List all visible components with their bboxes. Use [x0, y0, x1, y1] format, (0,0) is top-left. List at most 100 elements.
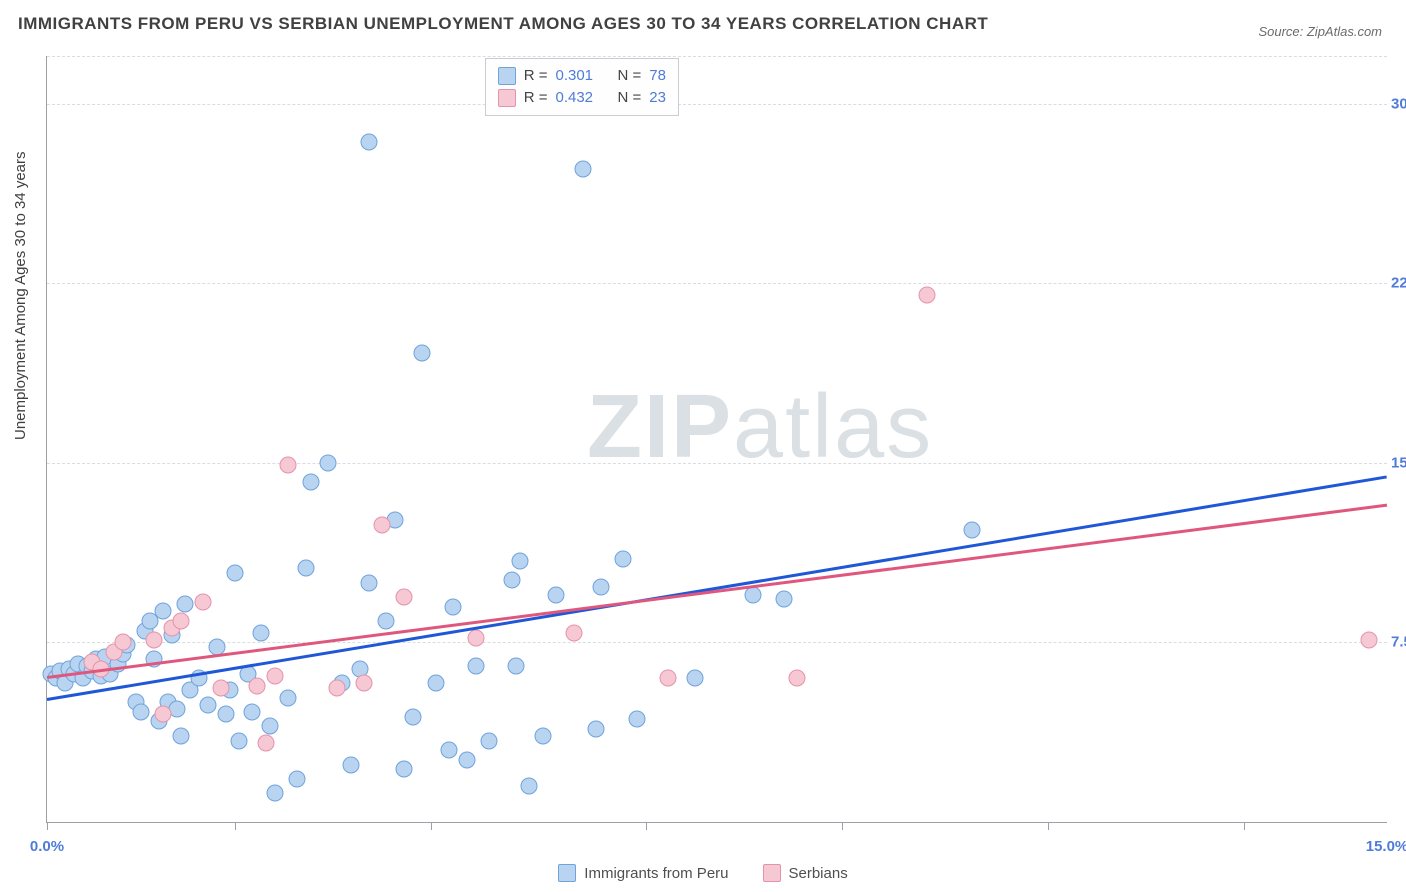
x-tick [47, 822, 48, 830]
data-point [132, 703, 149, 720]
legend-correlation: R = 0.301 N = 78R = 0.432 N = 23 [485, 58, 679, 116]
data-point [467, 658, 484, 675]
y-axis-label: Unemployment Among Ages 30 to 34 years [12, 151, 29, 440]
trend-line [47, 504, 1387, 679]
x-tick [235, 822, 236, 830]
data-point [155, 706, 172, 723]
legend-item-peru: Immigrants from Peru [558, 864, 728, 882]
data-point [566, 624, 583, 641]
data-point [173, 612, 190, 629]
y-tick-label: 30.0% [1391, 95, 1406, 112]
data-point [342, 756, 359, 773]
data-point [378, 612, 395, 629]
data-point [262, 718, 279, 735]
y-tick-label: 22.5% [1391, 275, 1406, 292]
legend-n-label: N = [617, 65, 641, 87]
x-tick [842, 822, 843, 830]
data-point [266, 667, 283, 684]
data-point [280, 689, 297, 706]
data-point [360, 134, 377, 151]
y-tick-label: 7.5% [1391, 634, 1406, 651]
data-point [548, 586, 565, 603]
data-point [173, 727, 190, 744]
data-point [199, 696, 216, 713]
data-point [686, 670, 703, 687]
data-point [114, 634, 131, 651]
data-point [503, 572, 520, 589]
legend-n-value: 23 [649, 87, 666, 109]
chart-title: IMMIGRANTS FROM PERU VS SERBIAN UNEMPLOY… [18, 14, 988, 34]
legend-swatch [498, 67, 516, 85]
legend-swatch [498, 89, 516, 107]
data-point [217, 706, 234, 723]
data-point [231, 732, 248, 749]
data-point [253, 624, 270, 641]
x-tick-label: 15.0% [1366, 838, 1406, 855]
legend-r-label: R = [524, 65, 548, 87]
data-point [266, 785, 283, 802]
legend-bottom: Immigrants from Peru Serbians [0, 864, 1406, 882]
data-point [329, 679, 346, 696]
data-point [441, 742, 458, 759]
legend-item-serbians: Serbians [763, 864, 848, 882]
legend-label-peru: Immigrants from Peru [584, 865, 728, 882]
data-point [257, 735, 274, 752]
data-point [776, 591, 793, 608]
data-point [320, 454, 337, 471]
data-point [918, 287, 935, 304]
x-tick-label: 0.0% [30, 838, 64, 855]
data-point [521, 778, 538, 795]
gridline [47, 283, 1387, 284]
gridline [47, 104, 1387, 105]
data-point [213, 679, 230, 696]
data-point [508, 658, 525, 675]
data-point [195, 593, 212, 610]
data-point [302, 474, 319, 491]
data-point [298, 560, 315, 577]
data-point [289, 770, 306, 787]
data-point [628, 711, 645, 728]
data-point [789, 670, 806, 687]
gridline [47, 463, 1387, 464]
data-point [458, 751, 475, 768]
legend-r-value: 0.432 [555, 87, 609, 109]
legend-r-value: 0.301 [555, 65, 609, 87]
legend-swatch-peru [558, 864, 576, 882]
x-tick [1048, 822, 1049, 830]
gridline [47, 642, 1387, 643]
x-tick [646, 822, 647, 830]
y-tick-label: 15.0% [1391, 454, 1406, 471]
legend-row: R =0.432N =23 [498, 87, 666, 109]
data-point [248, 677, 265, 694]
data-point [445, 598, 462, 615]
legend-n-label: N = [617, 87, 641, 109]
gridline [47, 56, 1387, 57]
legend-row: R = 0.301 N = 78 [498, 65, 666, 87]
x-tick [1244, 822, 1245, 830]
data-point [592, 579, 609, 596]
data-point [615, 550, 632, 567]
legend-swatch-serbians [763, 864, 781, 882]
data-point [280, 457, 297, 474]
data-point [244, 703, 261, 720]
data-point [155, 603, 172, 620]
data-point [481, 732, 498, 749]
plot-area: ZIPatlas 7.5%15.0%22.5%30.0%0.0%15.0%R =… [46, 56, 1387, 823]
data-point [588, 720, 605, 737]
data-point [226, 565, 243, 582]
data-point [659, 670, 676, 687]
data-point [360, 574, 377, 591]
legend-label-serbians: Serbians [789, 865, 848, 882]
x-tick [431, 822, 432, 830]
data-point [405, 708, 422, 725]
data-point [177, 596, 194, 613]
trend-line [47, 475, 1387, 701]
data-point [467, 629, 484, 646]
data-point [356, 675, 373, 692]
data-point [1361, 632, 1378, 649]
data-point [396, 588, 413, 605]
data-point [427, 675, 444, 692]
legend-n-value: 78 [649, 65, 666, 87]
source-attribution: Source: ZipAtlas.com [1258, 24, 1382, 39]
data-point [374, 517, 391, 534]
